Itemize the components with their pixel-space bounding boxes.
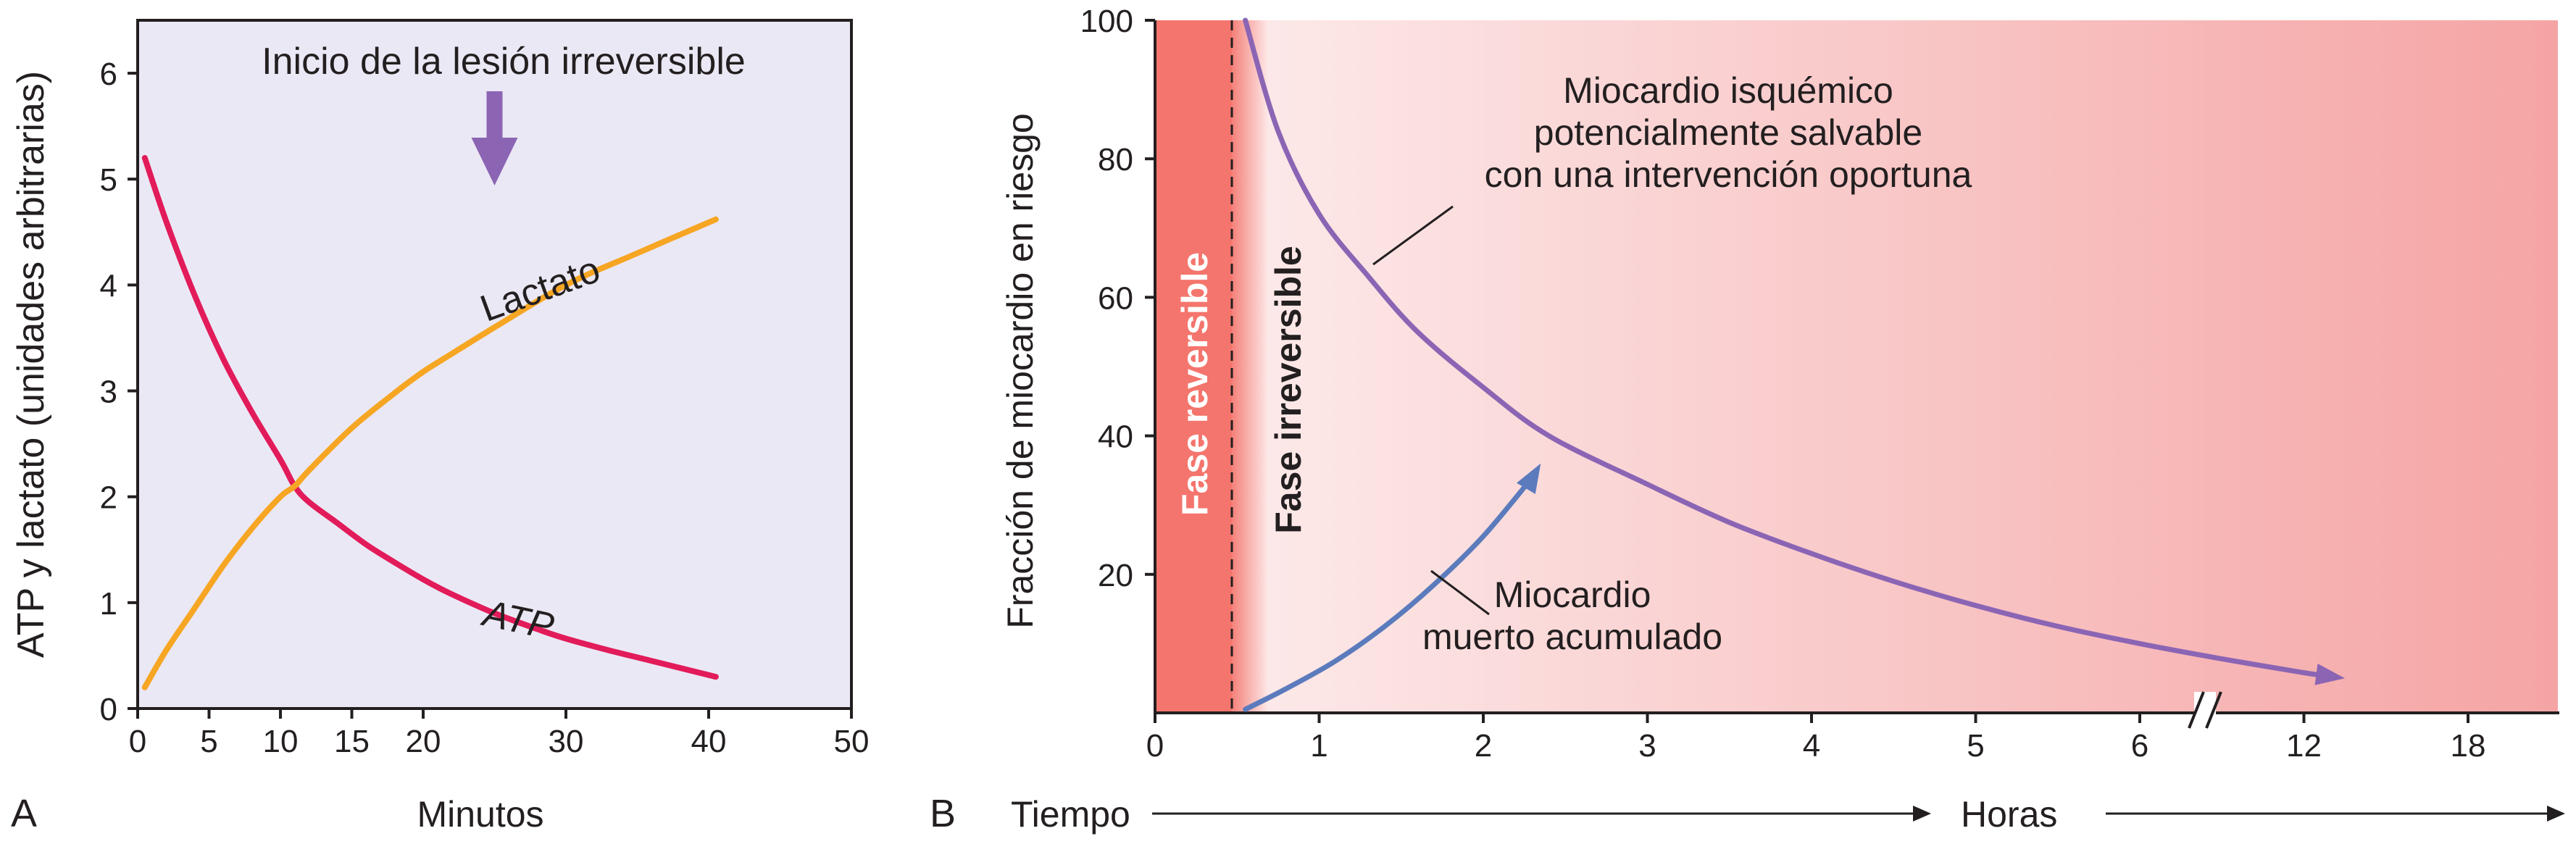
annotation-salvageable-line-3: con una intervención oportuna: [1485, 154, 1972, 195]
y-tick-label: 4: [100, 268, 117, 304]
band-label-irreversible: Fase irreversible: [1268, 246, 1309, 534]
panel-b-y-axis-title: Fracción de miocardio en riesgo: [1000, 113, 1041, 628]
y-tick-label: 20: [1098, 558, 1133, 593]
x-tick-label: 5: [1967, 728, 1984, 764]
x-tick-label: 40: [691, 724, 727, 759]
salvageable-myocardium-line: [1243, 17, 2323, 678]
annotation-dead-line-2: muerto acumulado: [1422, 617, 1722, 657]
panel-b-series: [1243, 17, 2346, 712]
x-tick-label: 15: [334, 724, 370, 759]
x-tick-label: 20: [406, 724, 441, 759]
y-tick-label: 3: [100, 375, 117, 410]
panel-b-irreversible-region: [1155, 20, 2558, 713]
panel-a-x-axis-title: Minutos: [417, 794, 543, 835]
band-label-reversible: Fase reversible: [1175, 252, 1215, 516]
x-tick-label: 18: [2451, 728, 2486, 764]
x-tick-label: 3: [1638, 728, 1656, 764]
time-arrow-right-head: [2547, 806, 2565, 822]
panel-a-y-axis-title: ATP y lactato (unidades arbitrarias): [10, 71, 52, 658]
panel-a-x-ticks: 0 5 10 15 20 30 40 50: [129, 709, 870, 759]
x-tick-label: 6: [2131, 728, 2148, 764]
panel-b-boundary-glow: [1232, 20, 1268, 713]
lactate-line: [141, 216, 719, 690]
down-arrow-icon: [471, 91, 518, 185]
x-tick-label: 50: [834, 724, 870, 759]
down-arrow-shaft: [486, 91, 503, 141]
annotation-salvageable-line-2: potencialmente salvable: [1534, 112, 1922, 153]
panel-b-x-ticks: 0 1 2 3 4 5 6 12 18: [1146, 713, 2486, 764]
y-tick-label: 0: [100, 692, 117, 727]
panel-b-reversible-region: [1155, 20, 1232, 713]
x-tick-label: 5: [200, 724, 217, 759]
panel-a-series: [141, 155, 719, 690]
down-arrow-head: [471, 138, 518, 185]
panel-a-y-ticks: 0 1 2 3 4 5 6: [100, 57, 138, 727]
y-tick-label: 60: [1098, 280, 1133, 316]
y-tick-label: 1: [100, 586, 117, 622]
y-tick-label: 6: [100, 57, 117, 92]
x-tick-label: 30: [549, 724, 584, 759]
y-tick-label: 40: [1098, 419, 1133, 455]
salvageable-myocardium-line-arrowhead: [2314, 664, 2346, 685]
panel-a-annotation: Inicio de la lesión irreversible: [262, 41, 746, 83]
time-arrow-left-head: [1913, 806, 1931, 822]
x-tick-label: 12: [2286, 728, 2322, 764]
y-tick-label: 100: [1080, 4, 1133, 39]
x-tick-label: 0: [129, 724, 146, 759]
annotation-salvageable-line-1: Miocardio isquémico: [1563, 70, 1893, 111]
x-tick-label: 4: [1803, 728, 1820, 764]
annotation-dead-line-1: Miocardio: [1494, 574, 1651, 615]
panel-b-y-ticks: 20 40 60 80 100: [1080, 4, 1155, 593]
atp-line: [141, 155, 719, 680]
time-label-horas: Horas: [1961, 794, 2057, 835]
panel-a-label: A: [11, 792, 37, 835]
y-tick-label: 5: [100, 162, 117, 198]
axis-break-mark: [2188, 691, 2205, 729]
x-tick-label: 0: [1146, 728, 1164, 764]
time-label-tiempo: Tiempo: [1011, 794, 1130, 835]
y-tick-label: 80: [1098, 142, 1133, 177]
x-tick-label: 1: [1310, 728, 1327, 764]
x-tick-label: 10: [263, 724, 299, 759]
y-tick-label: 2: [100, 480, 117, 516]
annotation-dead-leader: [1430, 569, 1490, 616]
annotation-salvageable-leader: [1372, 205, 1454, 266]
axis-break-mark: [2205, 691, 2222, 729]
x-tick-label: 2: [1475, 728, 1492, 764]
panel-b-label: B: [930, 792, 956, 835]
dead-myocardium-line-arrowhead: [1517, 463, 1541, 494]
